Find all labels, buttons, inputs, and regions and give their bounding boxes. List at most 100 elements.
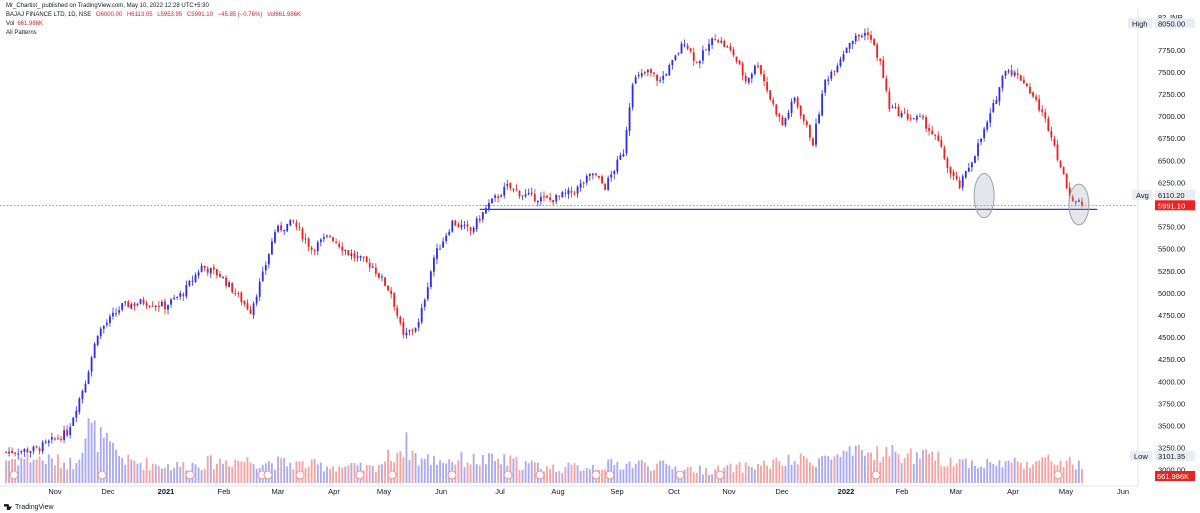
brand-name: TradingView: [15, 504, 54, 511]
volume-tag-bg: [1155, 471, 1195, 481]
volume-bar: [860, 450, 863, 483]
candle-body: [212, 267, 215, 270]
volume-bar: [619, 469, 622, 483]
volume-bar: [148, 470, 151, 483]
volume-bar: [69, 457, 72, 483]
low-tag-bg: [1155, 451, 1195, 461]
candle-body: [769, 90, 772, 100]
volume-bar: [295, 461, 298, 483]
candle-body: [44, 441, 47, 443]
time-tick-label: Apr: [328, 487, 340, 496]
volume-bar: [347, 465, 350, 483]
volume-bar: [549, 469, 552, 483]
candle-body: [32, 446, 35, 452]
candle-body: [812, 138, 814, 146]
candle-body: [995, 100, 998, 104]
candle-body: [698, 61, 701, 64]
volume-bar: [735, 464, 738, 483]
candle-body: [283, 229, 286, 232]
volume-legend[interactable]: Vol 661.986K: [6, 21, 46, 27]
tradingview-brand[interactable]: TradingView: [4, 504, 54, 511]
candle-body: [527, 192, 530, 195]
candle-body: [845, 47, 848, 54]
candle-body: [717, 40, 720, 43]
candle-body: [191, 280, 194, 282]
candle-body: [322, 237, 325, 239]
volume-bar: [867, 452, 869, 483]
volume-bar: [283, 458, 286, 483]
volume-bar: [26, 453, 29, 483]
candle-body: [84, 383, 87, 393]
low-label: Low: [1134, 452, 1148, 461]
volume-bar: [928, 453, 931, 483]
candle-body: [255, 296, 258, 304]
time-tick-label: Nov: [722, 487, 736, 496]
volume-bar: [998, 460, 1001, 483]
volume-bar: [821, 456, 824, 483]
candle-body: [582, 182, 585, 184]
candle-body: [836, 65, 839, 73]
price-tick-label: 7000.00: [1158, 112, 1185, 121]
volume-bar: [142, 469, 145, 483]
volume-bar: [124, 464, 127, 483]
volume-bar: [81, 452, 84, 483]
candle-body: [864, 32, 866, 36]
volume-bar: [808, 462, 811, 483]
volume-bar: [353, 462, 356, 483]
volume-bar: [815, 467, 817, 483]
time-tick-label: Feb: [218, 487, 231, 496]
volume-bar: [854, 445, 857, 483]
candle-body: [1065, 173, 1068, 189]
volume-bar: [442, 462, 445, 483]
volume-bar: [787, 454, 790, 483]
candle-body: [145, 303, 148, 306]
symbol-label[interactable]: BAJAJ FINANCE LTD, 1D, NSE: [6, 12, 92, 18]
volume-bar: [338, 466, 341, 483]
candle-body: [668, 64, 671, 76]
candle-body: [1068, 187, 1071, 197]
candle-body: [457, 224, 460, 227]
candle-body: [646, 69, 649, 73]
candle-body: [240, 292, 243, 302]
volume-bar: [521, 469, 524, 483]
candle-body: [1047, 118, 1050, 131]
volume-bar: [857, 444, 860, 483]
volume-bar: [772, 459, 775, 483]
volume-bar: [527, 463, 530, 483]
volume-bar: [494, 461, 496, 483]
candle-body: [750, 73, 753, 79]
volume-bar: [176, 461, 179, 483]
currency-label: INR: [1170, 13, 1184, 22]
volume-bar: [509, 455, 512, 483]
volume-bar: [946, 466, 949, 483]
volume-bar: [778, 461, 781, 483]
candle-body: [1062, 166, 1065, 175]
volume-bar: [952, 466, 955, 483]
time-tick-label: Feb: [896, 487, 909, 496]
volume-bar: [812, 465, 814, 483]
volume-bar: [830, 459, 833, 483]
volume-bar: [662, 460, 665, 483]
candle-body: [952, 172, 955, 176]
volume-bar: [747, 466, 750, 483]
volume-bar: [139, 463, 142, 483]
candle-body: [179, 293, 182, 297]
highlight-ellipse-2: [1068, 183, 1090, 226]
volume-bar: [744, 462, 747, 483]
volume-bar: [316, 464, 319, 483]
candle-body: [87, 372, 90, 385]
time-tick-label: Jun: [435, 487, 447, 496]
price-tick-label: 3750.00: [1158, 399, 1185, 408]
candle-body: [118, 310, 121, 313]
volume-bar: [475, 464, 478, 483]
candle-body: [912, 118, 915, 120]
candle-body: [136, 303, 139, 305]
volume-bar: [980, 466, 982, 483]
volume-bar: [112, 442, 114, 483]
patterns-legend[interactable]: All Patterns: [6, 30, 37, 36]
volume-bar: [481, 455, 484, 483]
volume-bar: [567, 462, 570, 483]
volume-bar: [695, 472, 698, 483]
candle-body: [790, 101, 793, 113]
